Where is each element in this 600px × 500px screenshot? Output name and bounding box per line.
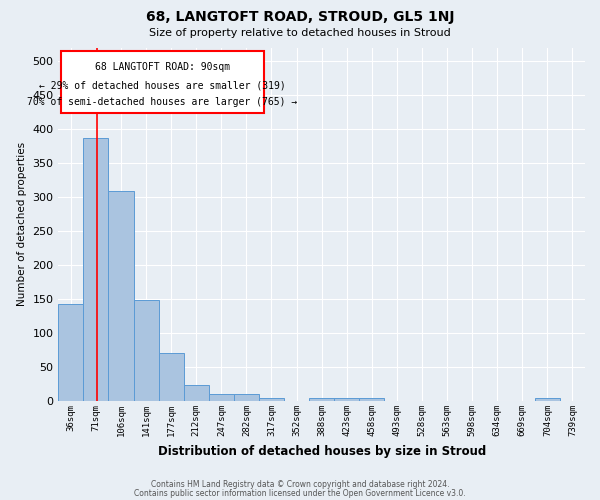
Text: Contains HM Land Registry data © Crown copyright and database right 2024.: Contains HM Land Registry data © Crown c… — [151, 480, 449, 489]
Bar — [535, 398, 560, 401]
Bar — [259, 398, 284, 401]
Bar — [83, 138, 109, 401]
Bar — [209, 394, 234, 401]
Text: 68 LANGTOFT ROAD: 90sqm: 68 LANGTOFT ROAD: 90sqm — [95, 62, 230, 72]
Bar — [334, 398, 359, 401]
Y-axis label: Number of detached properties: Number of detached properties — [17, 142, 27, 306]
Bar — [234, 394, 259, 401]
Bar — [359, 398, 385, 401]
Text: Size of property relative to detached houses in Stroud: Size of property relative to detached ho… — [149, 28, 451, 38]
Bar — [158, 353, 184, 401]
Bar — [58, 304, 83, 401]
Bar — [309, 398, 334, 401]
Bar — [184, 386, 209, 401]
Bar — [109, 191, 134, 401]
Text: ← 29% of detached houses are smaller (319): ← 29% of detached houses are smaller (31… — [39, 80, 286, 90]
Text: 68, LANGTOFT ROAD, STROUD, GL5 1NJ: 68, LANGTOFT ROAD, STROUD, GL5 1NJ — [146, 10, 454, 24]
Bar — [134, 300, 158, 401]
FancyBboxPatch shape — [61, 51, 264, 113]
Text: 70% of semi-detached houses are larger (765) →: 70% of semi-detached houses are larger (… — [27, 97, 298, 107]
X-axis label: Distribution of detached houses by size in Stroud: Distribution of detached houses by size … — [158, 444, 486, 458]
Text: Contains public sector information licensed under the Open Government Licence v3: Contains public sector information licen… — [134, 490, 466, 498]
